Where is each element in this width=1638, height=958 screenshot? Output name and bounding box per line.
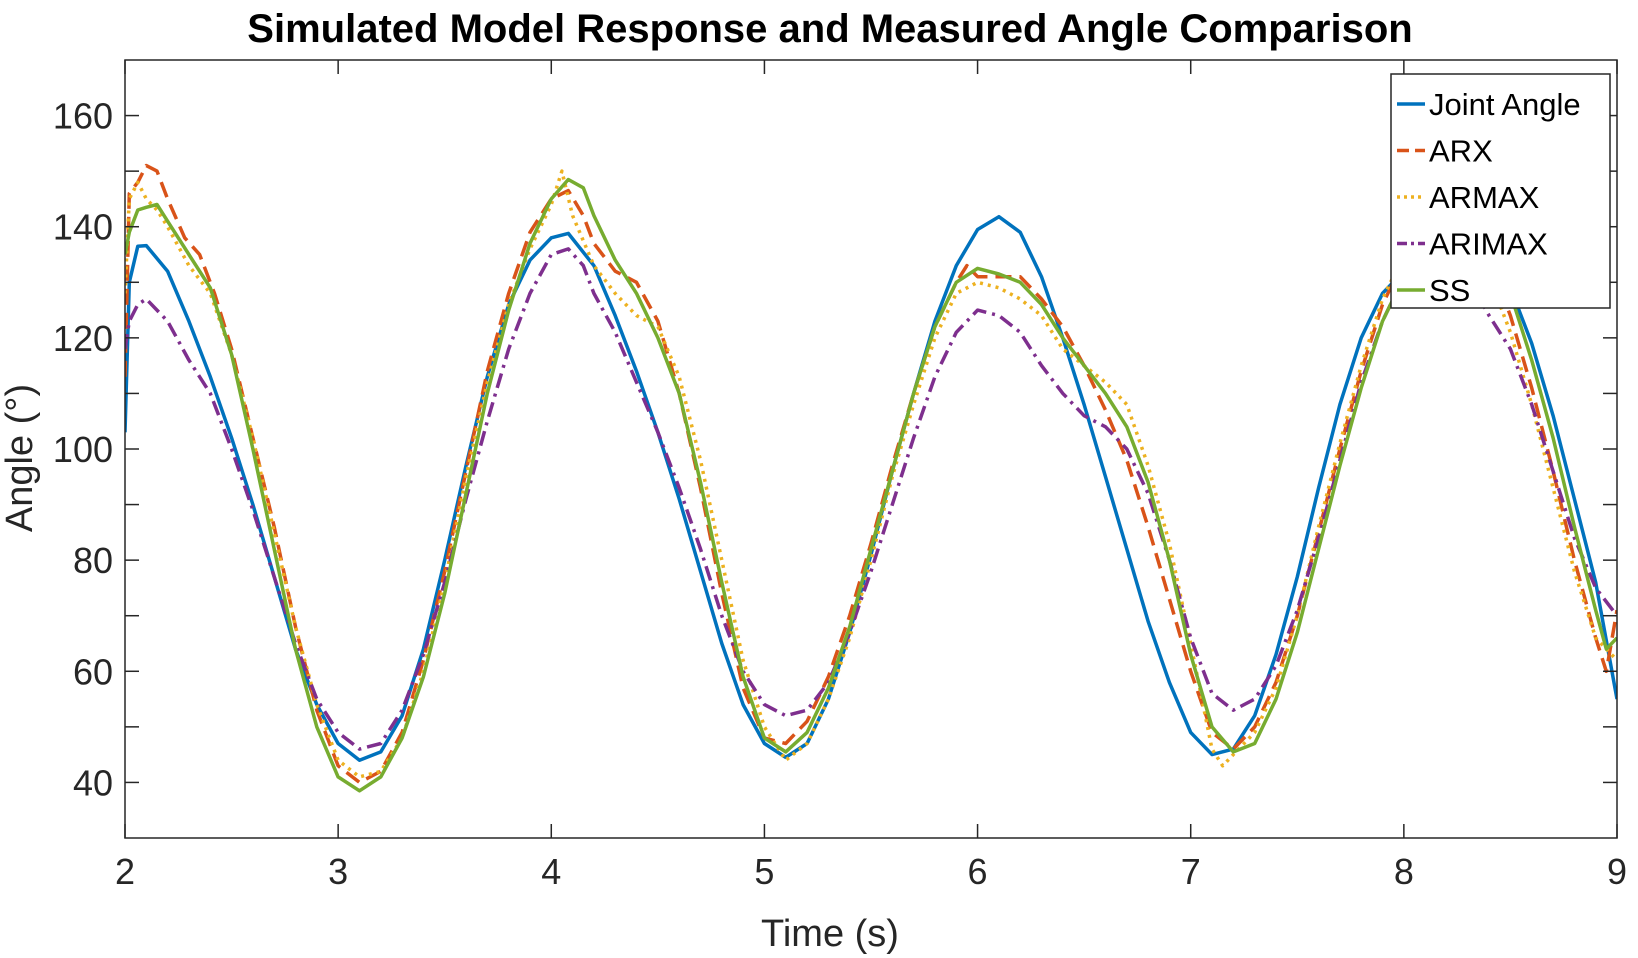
legend-label-armax: ARMAX bbox=[1429, 180, 1540, 215]
legend-label-ss: SS bbox=[1429, 273, 1470, 308]
legend-label-joint-angle: Joint Angle bbox=[1429, 87, 1581, 122]
series-line-arx bbox=[125, 163, 1617, 785]
x-tick-label: 4 bbox=[541, 851, 561, 892]
series-group bbox=[125, 163, 1617, 793]
legend: Joint Angle ARX ARMAX ARIMAX SS bbox=[1390, 73, 1611, 309]
x-tick-label: 7 bbox=[1181, 851, 1201, 892]
plot-area: 2 3 4 5 6 7 8 9 40 60 80 100 120 140 160 bbox=[53, 59, 1627, 892]
x-axis-label: Time (s) bbox=[761, 913, 899, 955]
legend-box bbox=[1390, 73, 1611, 309]
x-tick-label: 8 bbox=[1394, 851, 1414, 892]
y-tick-label: 60 bbox=[73, 651, 113, 692]
y-tick-label: 80 bbox=[73, 540, 113, 581]
y-tick-label: 140 bbox=[53, 207, 113, 248]
x-tick-label: 3 bbox=[328, 851, 348, 892]
y-tick-label: 100 bbox=[53, 429, 113, 470]
legend-label-arimax: ARIMAX bbox=[1429, 227, 1548, 262]
y-tick-label: 120 bbox=[53, 318, 113, 359]
legend-label-arx: ARX bbox=[1429, 134, 1493, 169]
y-tick-label: 40 bbox=[73, 762, 113, 803]
series-line-ss bbox=[125, 177, 1617, 793]
y-tick-label: 160 bbox=[53, 96, 113, 137]
x-tick-label: 6 bbox=[968, 851, 988, 892]
series-line-arimax bbox=[125, 247, 1617, 751]
x-tick-label: 5 bbox=[754, 851, 774, 892]
x-tick-label: 2 bbox=[115, 851, 135, 892]
x-tick-label: 9 bbox=[1607, 851, 1627, 892]
y-axis-label: Angle (°) bbox=[0, 384, 41, 532]
chart-title: Simulated Model Response and Measured An… bbox=[247, 7, 1412, 51]
